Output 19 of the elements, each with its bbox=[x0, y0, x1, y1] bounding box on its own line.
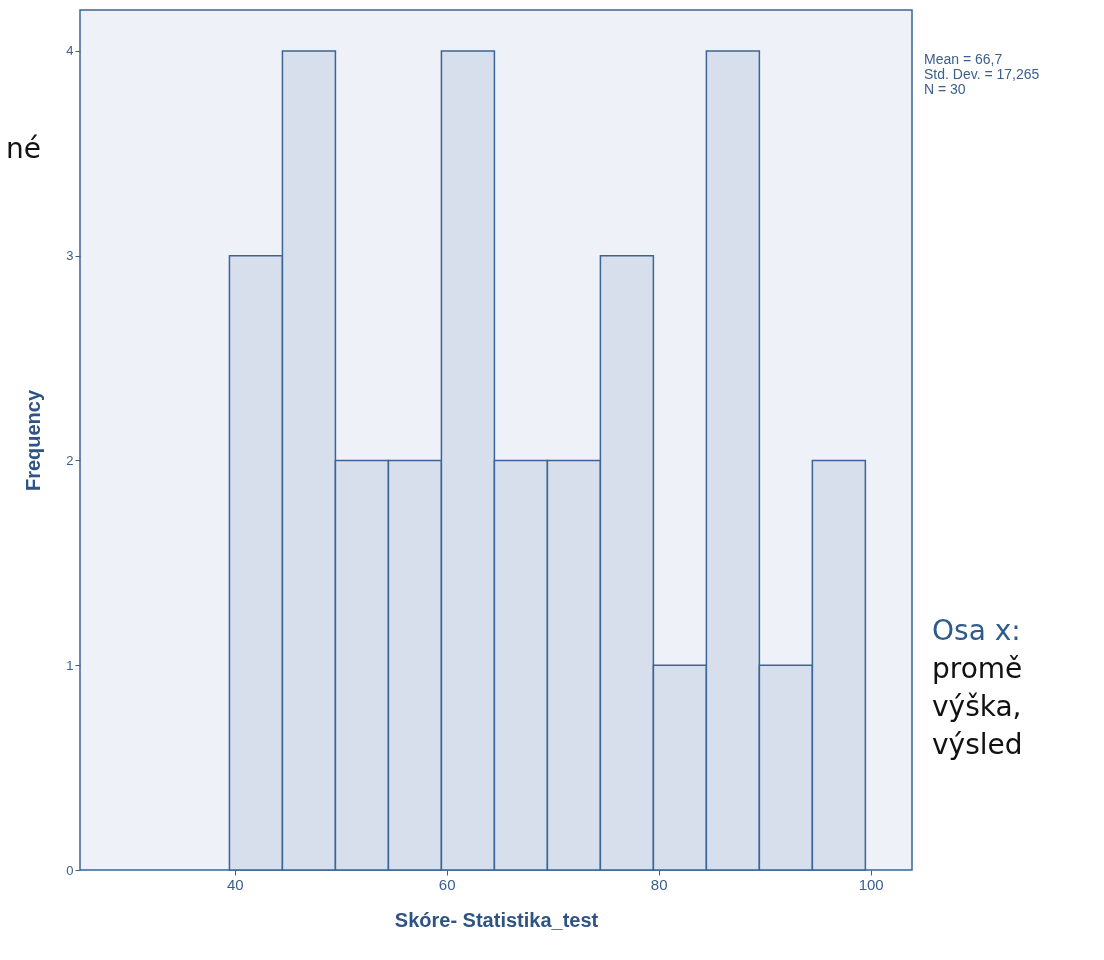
text: výška, bbox=[932, 689, 1023, 725]
y-tick-label: 0 bbox=[66, 862, 74, 878]
text: Std. Dev. = 17,265 bbox=[924, 66, 1040, 82]
x-tick-label: 40 bbox=[226, 875, 244, 893]
y-tick-label: 4 bbox=[66, 43, 74, 59]
text: né bbox=[6, 132, 41, 165]
x-tick-label: 60 bbox=[438, 875, 456, 893]
y-axis-title: Frequency bbox=[22, 389, 45, 492]
y-tick-label: 3 bbox=[66, 248, 74, 264]
text: N = 30 bbox=[924, 81, 967, 97]
y-tick-label: 1 bbox=[66, 657, 74, 673]
text: Mean = 66,7 bbox=[924, 51, 1004, 67]
x-tick-label: 100 bbox=[858, 875, 884, 893]
text: promě bbox=[932, 651, 1023, 687]
x-tick-label: 80 bbox=[650, 875, 668, 893]
y-tick-label: 2 bbox=[66, 452, 74, 468]
text: Osa x: bbox=[932, 613, 1022, 649]
text: výsled bbox=[932, 727, 1023, 763]
x-axis-title: Skóre- Statistika_test bbox=[394, 908, 599, 931]
